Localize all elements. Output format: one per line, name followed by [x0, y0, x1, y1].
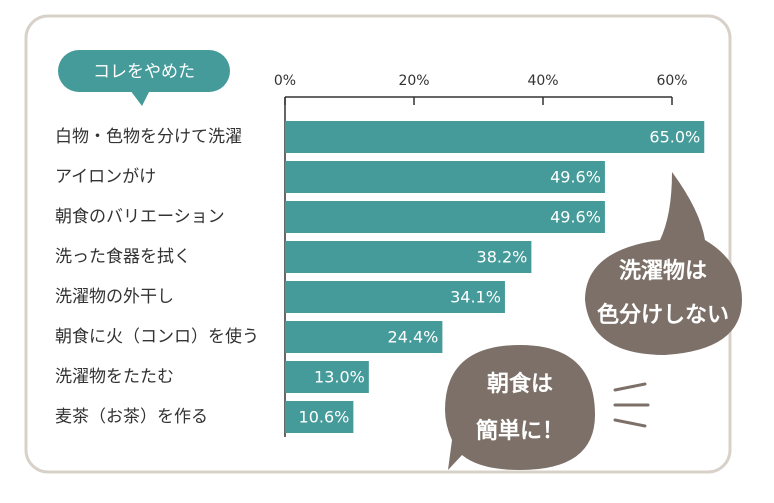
- bar: [285, 161, 605, 193]
- category-label: 洗濯物の外干し: [55, 287, 174, 307]
- value-label: 10.6%: [299, 408, 350, 427]
- category-label: 朝食に火（コンロ）を使う: [55, 326, 259, 347]
- bar: [285, 121, 705, 153]
- bar: [285, 401, 354, 433]
- value-label: 49.6%: [550, 208, 601, 227]
- value-label: 13.0%: [314, 368, 365, 387]
- category-label: 麦茶（お茶）を作る: [55, 407, 208, 427]
- badge-tail: [130, 90, 150, 106]
- bubble-1: [585, 172, 742, 355]
- emphasis-lines: [613, 382, 650, 428]
- bar: [285, 241, 532, 273]
- annotation: 朝食は: [487, 371, 553, 397]
- category-label: 洗濯物をたたむ: [55, 367, 174, 387]
- bar: [285, 281, 505, 313]
- annotation: 洗濯物は: [619, 258, 707, 284]
- category-label: 洗った食器を拭く: [55, 247, 191, 267]
- category-label: 朝食のバリエーション: [55, 207, 225, 227]
- bar: [285, 201, 605, 233]
- x-tick-label: 60%: [656, 73, 687, 89]
- value-label: 49.6%: [550, 168, 601, 187]
- badge-shape: [58, 50, 230, 92]
- bubbles: [445, 172, 742, 470]
- title-badge: コレをやめた: [58, 50, 230, 106]
- annotation: 簡単に！: [476, 418, 564, 444]
- bar: [285, 361, 369, 393]
- annotation: 色分けしない: [597, 302, 729, 328]
- value-label: 34.1%: [450, 288, 501, 307]
- bubble-2: [445, 345, 595, 470]
- value-label: 65.0%: [649, 128, 700, 147]
- bar: [285, 321, 443, 353]
- value-label: 24.4%: [388, 328, 439, 347]
- x-tick-label: 20%: [398, 73, 429, 89]
- x-tick-label: 40%: [527, 73, 558, 89]
- category-label: 白物・色物を分けて洗濯: [55, 127, 242, 147]
- value-label: 38.2%: [477, 248, 528, 267]
- x-tick-label: 0%: [274, 73, 296, 89]
- category-label: アイロンがけ: [55, 167, 156, 187]
- chart-title: コレをやめた: [93, 62, 195, 82]
